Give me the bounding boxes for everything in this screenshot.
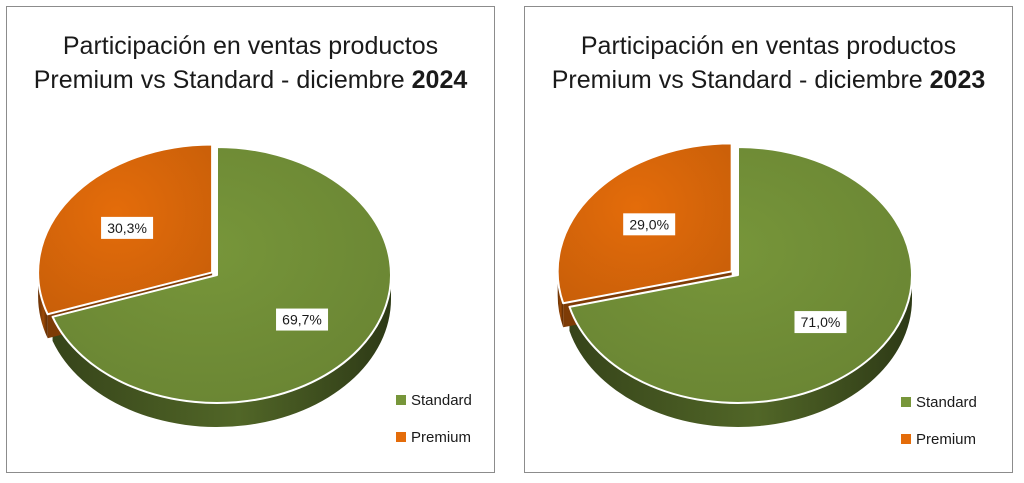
- data-label-text: 30,3%: [107, 220, 147, 236]
- data-label-premium: 29,0%: [623, 213, 676, 236]
- legend-label-standard: Standard: [916, 393, 977, 411]
- data-label-text: 29,0%: [629, 216, 669, 232]
- title-line-1: Participación en ventas productos: [580, 32, 957, 60]
- data-label-premium: 30,3%: [101, 216, 154, 239]
- legend: Standard Premium: [901, 392, 977, 466]
- legend: Standard Premium: [396, 390, 472, 464]
- title-line-2: Premium vs Standard - diciembre 2023: [525, 63, 1012, 97]
- title-line-1: Participación en ventas productos: [62, 32, 439, 60]
- pie-slice-standard: [568, 146, 913, 404]
- title-year: 2024: [411, 66, 468, 94]
- legend-item-premium: Premium: [901, 429, 977, 449]
- data-label-box: [276, 308, 329, 331]
- chart-title: Participación en ventas productos Premiu…: [525, 29, 1012, 97]
- title-prefix: Premium vs Standard - diciembre: [551, 66, 930, 94]
- data-label-standard: 69,7%: [276, 308, 329, 331]
- chart-title: Participación en ventas productos Premiu…: [7, 29, 494, 97]
- chart-panel-2024: Participación en ventas productos Premiu…: [6, 6, 495, 473]
- title-prefix: Premium vs Standard - diciembre: [33, 66, 412, 94]
- data-label-box: [623, 213, 676, 236]
- title-line-2: Premium vs Standard - diciembre 2024: [7, 63, 494, 97]
- legend-swatch-standard: [901, 397, 911, 407]
- legend-swatch-premium: [901, 434, 911, 444]
- chart-panel-2023: Participación en ventas productos Premiu…: [524, 6, 1013, 473]
- pie-side-standard: [569, 275, 912, 428]
- data-label-text: 69,7%: [282, 312, 322, 328]
- legend-label-standard: Standard: [411, 391, 472, 409]
- legend-swatch-standard: [396, 395, 406, 405]
- pie-slice-standard: [51, 146, 392, 404]
- legend-item-standard: Standard: [901, 392, 977, 412]
- data-label-text: 71,0%: [801, 314, 841, 330]
- pie-chart-2024: 69,7% 30,3%: [37, 143, 392, 427]
- data-label-box: [101, 216, 154, 239]
- legend-swatch-premium: [396, 432, 406, 442]
- pie-side-premium: [557, 271, 564, 328]
- legend-label-premium: Premium: [916, 430, 977, 448]
- title-year: 2023: [929, 66, 986, 94]
- legend-item-standard: Standard: [396, 390, 472, 410]
- pie-chart-2023: 71,0% 29,0%: [556, 142, 913, 428]
- data-label-box: [794, 311, 847, 334]
- legend-label-premium: Premium: [411, 428, 472, 446]
- legend-item-premium: Premium: [396, 427, 472, 447]
- data-label-standard: 71,0%: [794, 311, 847, 334]
